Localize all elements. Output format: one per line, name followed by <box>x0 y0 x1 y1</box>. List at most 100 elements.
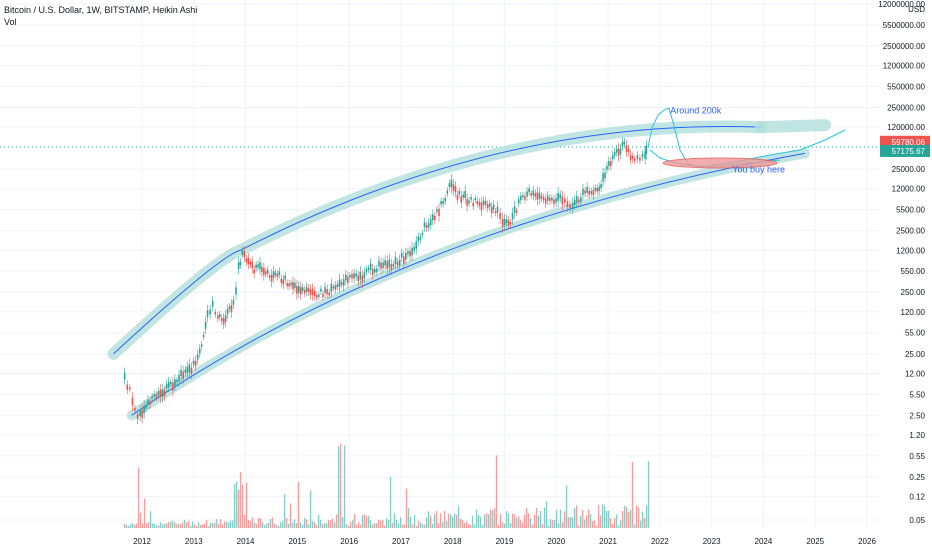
volume-bar <box>559 509 562 528</box>
price-label-badge <box>880 144 930 157</box>
price-axis[interactable]: 0.05 0.12 0.25 0.55 1.20 2.50 5.50 12.00 25.00 55… <box>878 0 932 550</box>
grid <box>0 0 880 528</box>
volume-bar <box>615 514 618 528</box>
candle-body <box>542 197 545 201</box>
volume-bar <box>493 508 496 528</box>
candle-body <box>232 299 235 305</box>
volume-bar <box>563 511 566 528</box>
candle-body <box>438 208 440 217</box>
candle-body <box>384 260 386 266</box>
volume-bar <box>203 523 206 528</box>
volume-bar <box>517 516 520 528</box>
volume-bar <box>637 507 640 528</box>
volume-bar <box>461 519 464 528</box>
candle-body <box>226 309 229 315</box>
candle-body <box>361 275 364 283</box>
candle-body <box>388 259 391 268</box>
candle-body <box>528 188 530 193</box>
candle-body <box>316 295 318 298</box>
volume-bar <box>299 522 302 528</box>
volume-bar <box>201 524 204 528</box>
candle-body <box>450 179 453 188</box>
volume-bar <box>221 524 224 528</box>
volume-bar <box>205 520 208 528</box>
candle-body <box>544 198 547 204</box>
candle-body <box>214 312 217 315</box>
candle-body <box>472 203 474 207</box>
volume-bar <box>295 523 298 528</box>
candle-body <box>540 195 543 199</box>
candle-body <box>259 262 261 269</box>
volume-bar <box>535 507 538 528</box>
candle-body <box>188 364 191 373</box>
candle-body <box>405 253 407 260</box>
candle-body <box>532 190 535 196</box>
volume-bar <box>251 517 254 528</box>
volume-bar <box>245 482 248 528</box>
volume-bar <box>359 524 362 528</box>
candle-body <box>594 187 597 191</box>
volume-bar <box>561 522 564 528</box>
price-tick-label: 1.20 <box>909 431 925 440</box>
candle-body <box>149 400 151 405</box>
volume-bar <box>333 522 336 528</box>
volume-bar <box>243 514 246 528</box>
volume-bar <box>173 522 176 528</box>
price-label-text: 57175.67 <box>892 147 926 156</box>
volume-bar <box>241 484 244 528</box>
volume-bar <box>391 522 394 528</box>
volume-bar <box>319 519 322 528</box>
candle-body <box>644 151 646 159</box>
candle-body <box>324 287 326 294</box>
volume-bar <box>579 515 582 528</box>
volume-bar <box>265 523 268 528</box>
candle-body <box>580 197 582 202</box>
candle-body <box>338 279 341 288</box>
candle-body <box>371 268 374 275</box>
time-axis[interactable]: 2012 2013 2014 2015 2016 2017 2018 2019 2020 2021… <box>133 537 876 546</box>
volume-bar <box>275 524 278 528</box>
volume-bar <box>509 523 512 528</box>
volume-bar <box>337 446 340 528</box>
volume-bar <box>263 525 266 528</box>
candle-body <box>278 271 281 275</box>
candle-body <box>425 224 428 229</box>
volume-bar <box>639 520 642 528</box>
candle-body <box>123 372 126 380</box>
volume-bar <box>487 514 490 528</box>
volume-bar <box>477 514 480 528</box>
volume-bar <box>567 517 570 528</box>
candle-body <box>536 192 539 200</box>
price-tick-label: 1200000.00 <box>883 62 926 71</box>
volume-bar <box>557 523 560 528</box>
candle-body <box>615 148 618 153</box>
candle-body <box>604 172 606 179</box>
volume-bar <box>627 511 630 528</box>
candle-body <box>182 371 184 379</box>
volume-bar <box>127 525 130 528</box>
volume-bar <box>445 520 448 528</box>
candle-body <box>436 209 438 212</box>
volume-bar <box>575 505 578 528</box>
candle-body <box>178 374 180 382</box>
candle-body <box>237 262 240 270</box>
candle-body <box>272 271 275 278</box>
volume-bar <box>325 523 328 528</box>
volume-bar <box>591 520 594 528</box>
volume-indicator-label[interactable]: Vol <box>4 17 17 27</box>
volume-bar <box>571 517 574 528</box>
volume-bar <box>289 503 292 528</box>
candle-body <box>444 198 447 202</box>
candle-body <box>462 194 465 198</box>
volume-bar <box>551 520 554 528</box>
symbol-title[interactable]: Bitcoin / U.S. Dollar, 1W, BITSTAMP, Hei… <box>4 5 198 15</box>
candle-body <box>511 212 514 220</box>
candle-body <box>392 263 395 267</box>
candle-body <box>284 275 287 280</box>
volume-bar <box>643 517 646 528</box>
candle-body <box>322 293 324 297</box>
candle-body <box>139 410 142 417</box>
candle-body <box>530 193 532 196</box>
candle-body <box>645 145 648 154</box>
